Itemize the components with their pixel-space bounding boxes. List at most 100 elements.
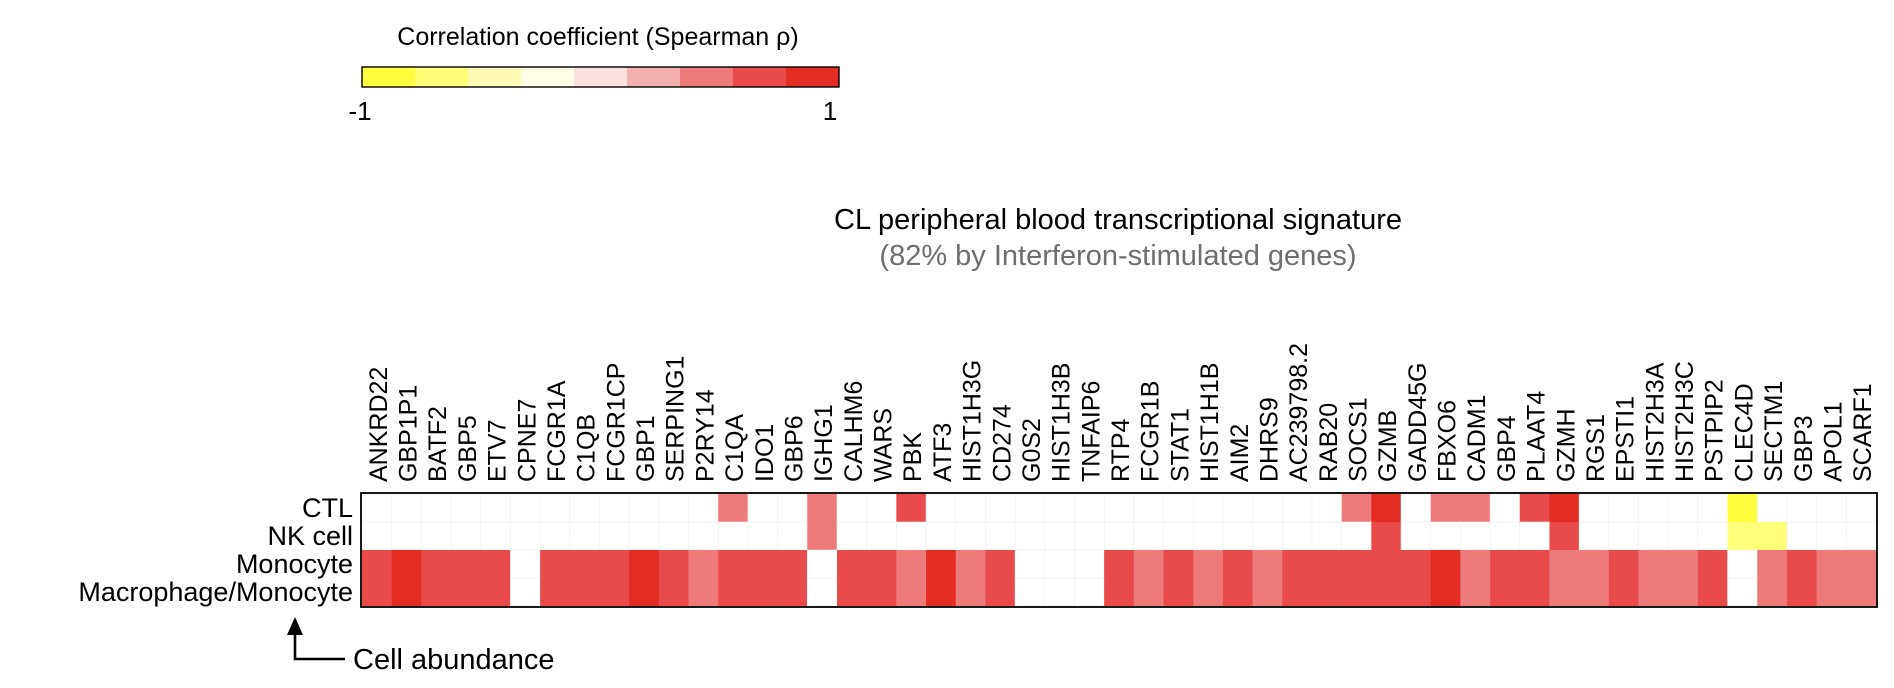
heatmap-cells bbox=[361, 493, 1877, 607]
heatmap-cell bbox=[1608, 521, 1640, 551]
heatmap-cell bbox=[688, 521, 719, 551]
column-label: BATF2 bbox=[424, 406, 452, 482]
heatmap-cell bbox=[1638, 521, 1669, 551]
cell-abundance-arrow bbox=[287, 617, 345, 661]
heatmap-cell bbox=[747, 521, 779, 551]
heatmap-cell bbox=[1103, 521, 1135, 551]
heatmap-cell bbox=[391, 521, 422, 551]
heatmap-cell bbox=[926, 550, 957, 578]
heatmap-cell bbox=[1786, 578, 1817, 606]
heatmap-cell bbox=[1371, 578, 1402, 606]
heatmap-cell bbox=[362, 550, 392, 578]
heatmap-cell bbox=[1430, 550, 1461, 578]
heatmap-cell bbox=[1816, 521, 1847, 551]
heatmap-cell bbox=[777, 578, 808, 606]
column-label: FCGR1CP bbox=[602, 363, 630, 482]
heatmap-cell bbox=[1163, 493, 1194, 523]
column-label: CADM1 bbox=[1463, 394, 1491, 482]
heatmap-cell bbox=[1727, 549, 1758, 579]
column-label: GADD45G bbox=[1404, 363, 1432, 482]
heatmap-cell bbox=[1460, 494, 1491, 522]
heatmap-cell bbox=[955, 550, 986, 578]
column-label: SOCS1 bbox=[1344, 397, 1372, 482]
heatmap-cell bbox=[1252, 550, 1283, 578]
heatmap-cell bbox=[1192, 521, 1224, 551]
heatmap-cell bbox=[1667, 493, 1699, 523]
heatmap-cell bbox=[1074, 521, 1105, 551]
heatmap-cell bbox=[1816, 550, 1847, 578]
heatmap-cell bbox=[1490, 550, 1521, 578]
column-label: PLAAT4 bbox=[1523, 391, 1551, 482]
heatmap-cell bbox=[1727, 494, 1758, 522]
heatmap-cell bbox=[1519, 578, 1550, 606]
heatmap-cell bbox=[688, 550, 719, 578]
heatmap-cell bbox=[1846, 578, 1877, 606]
heatmap-cell bbox=[1549, 522, 1580, 550]
heatmap-cell bbox=[955, 521, 987, 551]
heatmap-cell bbox=[1282, 578, 1313, 606]
heatmap-cell bbox=[1281, 521, 1313, 551]
heatmap-cell bbox=[1786, 521, 1818, 551]
column-label: FBXO6 bbox=[1434, 400, 1462, 482]
heatmap-cell bbox=[1222, 521, 1254, 551]
heatmap-cell bbox=[1222, 578, 1253, 606]
heatmap-frame bbox=[360, 492, 1878, 608]
column-label: CD274 bbox=[988, 404, 1016, 482]
heatmap-cell bbox=[718, 578, 749, 606]
heatmap-cell bbox=[1786, 493, 1818, 523]
heatmap-cell bbox=[985, 550, 1016, 578]
heatmap-cell bbox=[985, 521, 1016, 551]
heatmap-cell bbox=[1519, 521, 1551, 551]
heatmap-cell bbox=[1757, 550, 1788, 578]
column-label: APOL1 bbox=[1819, 401, 1847, 482]
row-label: Macrophage/Monocyte bbox=[78, 577, 353, 607]
heatmap-cell bbox=[1311, 493, 1343, 523]
colorbar-step bbox=[521, 67, 575, 87]
colorbar-step bbox=[415, 67, 469, 87]
heatmap-cell bbox=[1430, 521, 1461, 551]
column-label: SERPING1 bbox=[662, 356, 690, 482]
heatmap-cell bbox=[1074, 493, 1105, 523]
heatmap-cell bbox=[747, 493, 779, 523]
heatmap-cell bbox=[1193, 578, 1224, 606]
colorbar-step bbox=[680, 67, 734, 87]
heatmap-cell bbox=[1846, 521, 1877, 551]
heatmap-cell bbox=[539, 521, 571, 551]
heatmap-cell bbox=[1489, 521, 1521, 551]
heatmap-cell bbox=[421, 550, 452, 578]
heatmap-cell bbox=[1281, 493, 1313, 523]
heatmap-cell bbox=[1133, 493, 1165, 523]
heatmap-cell bbox=[1163, 550, 1194, 578]
heatmap-cell bbox=[510, 521, 541, 551]
heatmap-cell bbox=[569, 550, 600, 578]
heatmap-cell bbox=[807, 494, 838, 522]
heatmap-cell bbox=[896, 550, 927, 578]
column-label: RAB20 bbox=[1315, 403, 1343, 482]
column-label: HIST2H3A bbox=[1641, 362, 1669, 482]
row-label: NK cell bbox=[267, 521, 353, 551]
heatmap-cell bbox=[450, 493, 482, 523]
arrow-line bbox=[293, 633, 345, 661]
colorbar-label: Correlation coefficient (Spearman ρ) bbox=[397, 23, 798, 51]
heatmap-cell bbox=[1579, 550, 1610, 578]
heatmap-cell bbox=[1608, 578, 1639, 606]
heatmap-cell bbox=[1044, 577, 1076, 607]
column-label: ATF3 bbox=[929, 423, 957, 482]
heatmap-cell bbox=[1578, 521, 1610, 551]
heatmap-cell bbox=[1490, 578, 1521, 606]
heatmap-cell bbox=[777, 550, 808, 578]
heatmap-cell bbox=[896, 494, 927, 522]
heatmap-cell bbox=[1044, 549, 1076, 579]
heatmap-cell bbox=[510, 577, 541, 607]
column-label: GBP1 bbox=[632, 415, 660, 482]
heatmap-cell bbox=[1756, 493, 1788, 523]
heatmap-cell bbox=[866, 493, 897, 523]
heatmap-cell bbox=[1104, 578, 1135, 606]
heatmap-cell bbox=[391, 550, 422, 578]
column-label: FCGR1B bbox=[1137, 381, 1165, 482]
heatmap-cell bbox=[1371, 494, 1402, 522]
heatmap-cell bbox=[629, 550, 660, 578]
column-label: RGS1 bbox=[1582, 414, 1610, 482]
